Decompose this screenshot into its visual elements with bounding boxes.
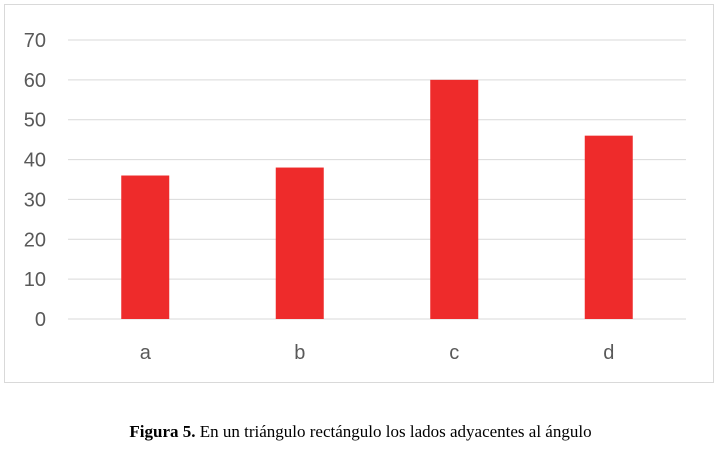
gridlines — [68, 39, 686, 320]
bar-b — [275, 167, 324, 319]
caption-label: Figura 5. — [129, 422, 196, 441]
y-tick-label: 70 — [24, 30, 46, 52]
y-tick-label: 60 — [24, 70, 46, 92]
x-tick-label-b: b — [294, 342, 305, 364]
x-tick-label-c: c — [449, 342, 459, 364]
figure-caption: Figura 5. En un triángulo rectángulo los… — [0, 422, 721, 442]
bar-a — [121, 175, 170, 319]
y-tick-label: 0 — [35, 309, 46, 331]
caption-text: En un triángulo rectángulo los lados ady… — [195, 422, 592, 441]
bar-d — [584, 135, 633, 319]
x-tick-label-d: d — [603, 342, 614, 364]
bar-c — [430, 79, 479, 319]
x-axis-ticks: a b c d — [140, 342, 615, 364]
bar-chart: 0 10 20 30 40 50 60 70 a b c d — [24, 30, 686, 364]
y-axis-ticks: 0 10 20 30 40 50 60 70 — [24, 30, 46, 331]
bars — [121, 79, 633, 319]
y-tick-label: 10 — [24, 269, 46, 291]
y-tick-label: 20 — [24, 229, 46, 251]
y-tick-label: 40 — [24, 150, 46, 172]
y-tick-label: 30 — [24, 189, 46, 211]
y-tick-label: 50 — [24, 110, 46, 132]
x-tick-label-a: a — [140, 342, 152, 364]
